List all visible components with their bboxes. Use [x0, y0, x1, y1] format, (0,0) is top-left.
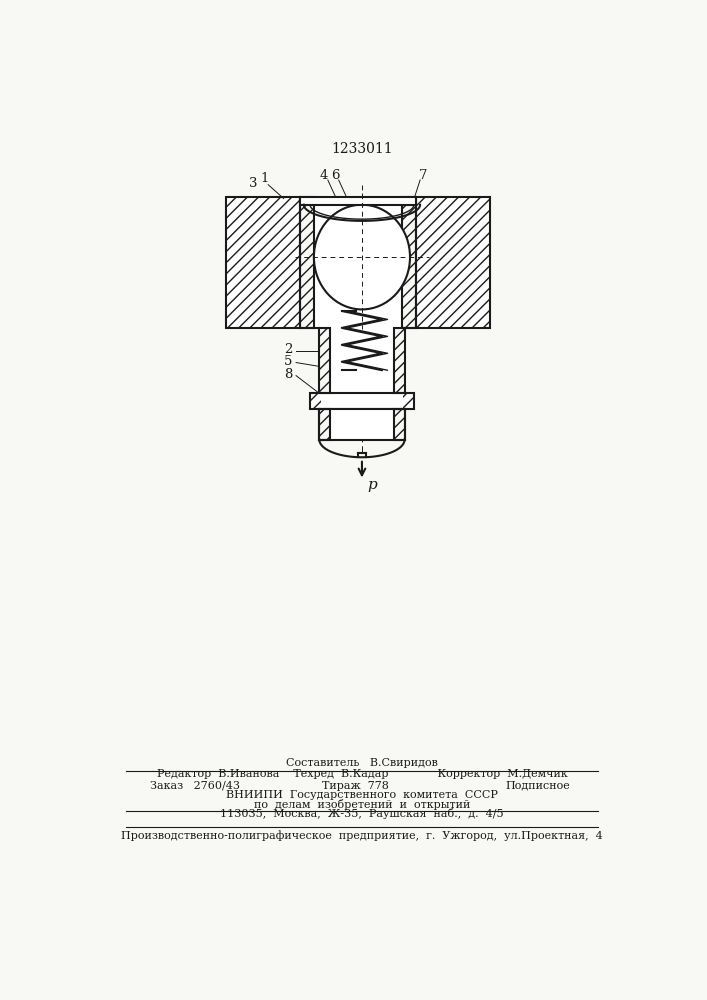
- Text: 1: 1: [261, 172, 269, 185]
- Text: 7: 7: [419, 169, 428, 182]
- Ellipse shape: [314, 205, 410, 309]
- Bar: [300, 197, 314, 328]
- Bar: [394, 409, 404, 440]
- Text: Заказ   2760/43: Заказ 2760/43: [151, 781, 240, 791]
- Text: Составитель   В.Свиридов: Составитель В.Свиридов: [286, 758, 438, 768]
- Bar: [310, 393, 321, 409]
- Bar: [300, 197, 416, 205]
- Text: Производственно-полиграфическое  предприятие,  г.  Ужгород,  ул.Проектная,  4: Производственно-полиграфическое предприя…: [121, 830, 603, 841]
- Bar: [310, 393, 414, 409]
- Bar: [226, 197, 300, 328]
- Text: р: р: [368, 478, 377, 492]
- Bar: [226, 197, 300, 328]
- Bar: [330, 409, 394, 440]
- Text: по  делам  изобретений  и  открытий: по делам изобретений и открытий: [254, 799, 470, 810]
- Bar: [402, 197, 416, 328]
- Text: ВНИИПИ  Государственного  комитета  СССР: ВНИИПИ Государственного комитета СССР: [226, 790, 498, 800]
- Bar: [416, 197, 490, 328]
- Text: 113035,  Москва,  Ж-35,  Раушская  наб.,  д.  4/5: 113035, Москва, Ж-35, Раушская наб., д. …: [220, 808, 504, 819]
- Bar: [320, 409, 330, 440]
- Text: 3: 3: [249, 177, 257, 190]
- Text: Тираж  778: Тираж 778: [322, 781, 389, 791]
- Bar: [394, 409, 404, 440]
- Text: 2: 2: [284, 343, 292, 356]
- Text: 8: 8: [284, 368, 292, 381]
- Bar: [320, 409, 330, 440]
- Bar: [320, 328, 330, 393]
- Bar: [394, 328, 404, 393]
- Text: 6: 6: [332, 169, 340, 182]
- Text: 5: 5: [284, 355, 292, 368]
- Bar: [314, 197, 402, 328]
- Bar: [300, 197, 314, 328]
- Bar: [320, 328, 330, 393]
- Bar: [403, 393, 414, 409]
- Bar: [402, 197, 416, 328]
- Bar: [394, 328, 404, 393]
- Text: 4: 4: [320, 169, 328, 182]
- Text: 1233011: 1233011: [331, 142, 393, 156]
- Text: Редактор  В.Иванова    Техред  В.Кадар              Корректор  М.Демчик: Редактор В.Иванова Техред В.Кадар Коррек…: [156, 769, 567, 779]
- Bar: [416, 197, 490, 328]
- Text: Подписное: Подписное: [506, 781, 571, 791]
- Bar: [330, 328, 394, 393]
